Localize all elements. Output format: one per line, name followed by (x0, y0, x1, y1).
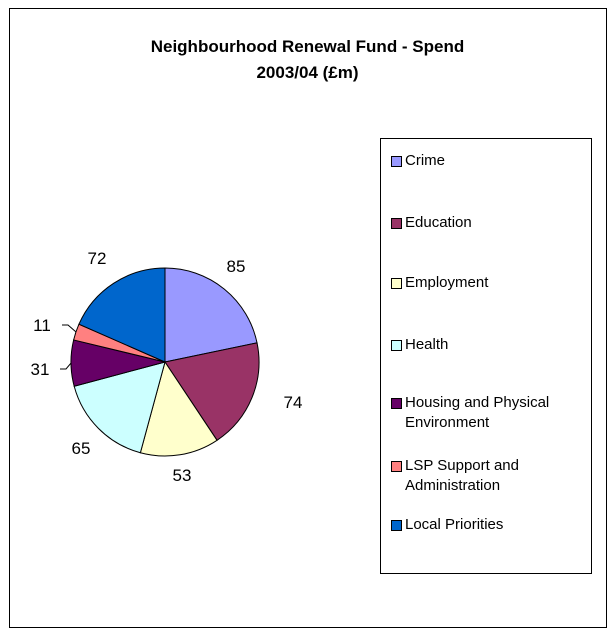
data-label: 85 (227, 257, 246, 276)
legend-swatch (391, 278, 402, 289)
legend-swatch (391, 156, 402, 167)
legend-swatch (391, 520, 402, 531)
legend-item: Crime (391, 151, 595, 171)
data-label: 11 (33, 316, 51, 335)
legend-label: Housing and Physical Environment (405, 394, 550, 431)
legend-swatch (391, 461, 402, 472)
legend-item: Employment (391, 273, 595, 293)
pie-slice-crime (164, 267, 258, 363)
chart-title-line-2: 2003/04 (£m) (256, 63, 359, 82)
data-label: 74 (284, 393, 303, 412)
pie-slice-health (73, 361, 166, 454)
leader-line (62, 324, 77, 333)
legend-swatch (391, 218, 402, 229)
data-label: 72 (88, 249, 107, 268)
data-label: 53 (173, 466, 192, 485)
data-label: 31 (31, 360, 50, 379)
legend-item: Local Priorities (391, 515, 595, 535)
legend-item: Housing and Physical Environment (391, 393, 595, 433)
chart-title-line-1: Neighbourhood Renewal Fund - Spend (150, 37, 465, 56)
pie-slice-local-priorities (78, 267, 166, 363)
chart-title: Neighbourhood Renewal Fund - Spend 2003/… (0, 34, 615, 86)
chart-legend: Crime Education Employment Health Housing an… (380, 138, 592, 574)
legend-label: Education (405, 214, 472, 231)
legend-label: LSP Support and Administration (405, 457, 519, 494)
legend-label: Employment (405, 274, 489, 291)
leader-line (60, 362, 72, 370)
legend-item: Education (391, 213, 595, 233)
legend-item: Health (391, 335, 595, 355)
legend-item: LSP Support and Administration (391, 456, 595, 496)
data-label: 65 (72, 439, 91, 458)
legend-label: Local Priorities (405, 516, 504, 533)
legend-swatch (391, 340, 402, 351)
legend-label: Crime (405, 152, 445, 169)
legend-label: Health (405, 336, 449, 353)
pie-slice-employment (139, 360, 218, 457)
pie-slice-education (164, 342, 260, 441)
legend-swatch (391, 398, 402, 409)
